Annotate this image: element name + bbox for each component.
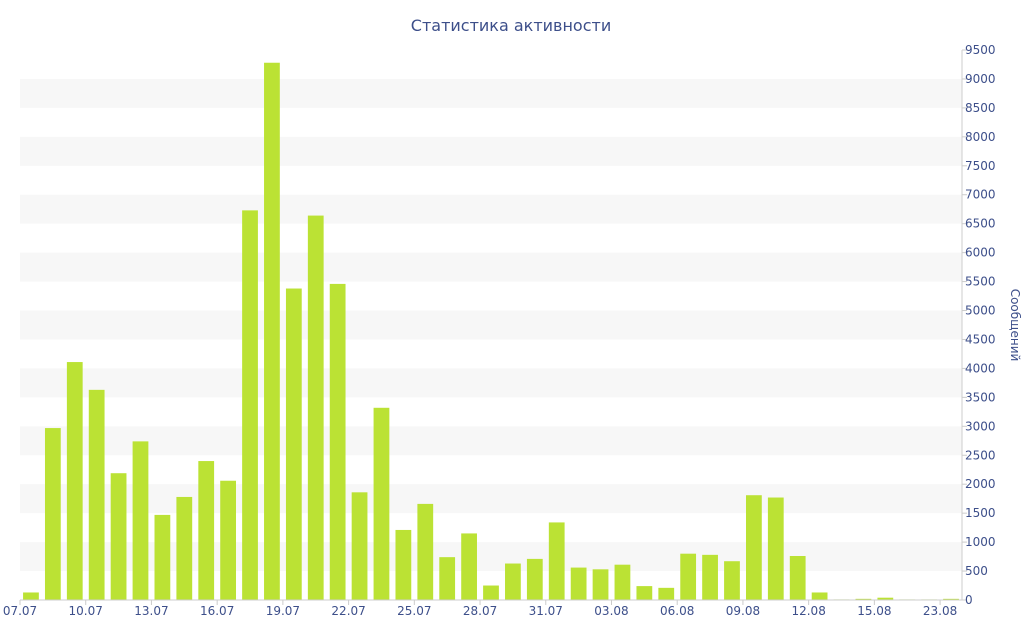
grid-band — [20, 136, 962, 166]
bar[interactable] — [439, 557, 456, 600]
bar[interactable] — [680, 553, 697, 600]
bar[interactable] — [724, 561, 740, 600]
grid-band — [20, 252, 962, 282]
y-tick-label: 5000 — [965, 304, 996, 318]
bar[interactable] — [242, 210, 258, 601]
y-tick-label: 7500 — [965, 159, 996, 173]
y-tick-label: 3500 — [965, 390, 996, 404]
bar[interactable] — [943, 598, 959, 600]
grid-band — [20, 484, 962, 514]
y-tick-label: 1500 — [965, 506, 996, 520]
axes — [20, 50, 963, 601]
bar[interactable] — [23, 592, 39, 600]
y-tick-label: 4500 — [965, 332, 996, 346]
bar[interactable] — [329, 283, 346, 600]
bar[interactable] — [285, 288, 302, 600]
grid-band — [20, 310, 962, 340]
y-tick-label: 6000 — [965, 246, 996, 260]
bar[interactable] — [220, 480, 237, 600]
bar[interactable] — [66, 362, 83, 600]
y-tick-label: 6500 — [965, 217, 996, 231]
bar[interactable] — [307, 215, 324, 600]
bar[interactable] — [417, 503, 434, 600]
bar[interactable] — [767, 497, 784, 600]
bar[interactable] — [811, 592, 828, 600]
bar[interactable] — [483, 585, 499, 600]
bar[interactable] — [198, 461, 215, 600]
grid-bands — [20, 78, 962, 572]
bar[interactable] — [44, 428, 61, 600]
y-tick-label: 9500 — [965, 43, 996, 57]
x-tick-label: 13.07 — [134, 604, 168, 618]
bar[interactable] — [395, 529, 412, 600]
x-tick-label: 06.08 — [660, 604, 694, 618]
x-tick-label: 25.07 — [397, 604, 431, 618]
bar[interactable] — [132, 441, 149, 600]
chart-title: Статистика активности — [411, 16, 611, 35]
grid-band — [20, 426, 962, 456]
bar[interactable] — [461, 533, 477, 600]
y-tick-label: 0 — [965, 593, 973, 607]
bar[interactable] — [570, 567, 587, 600]
bar[interactable] — [526, 558, 543, 600]
x-tick-label: 09.08 — [726, 604, 760, 618]
y-tick-label: 3000 — [965, 419, 996, 433]
grid-band — [20, 78, 962, 108]
bar[interactable] — [351, 492, 368, 600]
bar[interactable] — [636, 586, 653, 600]
x-ticks: 07.07 10.07 13.07 16.07 19.07 22.07 25.07 28.07… — [3, 600, 957, 618]
bar[interactable] — [505, 563, 521, 600]
x-tick-label: 16.07 — [200, 604, 234, 618]
bar[interactable] — [745, 495, 762, 600]
bar[interactable] — [88, 389, 105, 600]
bar[interactable] — [702, 554, 718, 600]
y-tick-label: 8000 — [965, 130, 996, 144]
y-tick-label: 9000 — [965, 72, 996, 86]
bar[interactable] — [264, 62, 280, 601]
bar[interactable] — [592, 569, 609, 600]
bar[interactable] — [855, 598, 872, 600]
x-tick-label: 22.07 — [331, 604, 365, 618]
bar[interactable] — [877, 597, 894, 600]
y-tick-label: 7000 — [965, 188, 996, 202]
y-ticks: 0 500 1000 1500 2000 2500 3000 3500 4000 4500 5000… — [962, 43, 996, 607]
x-tick-label: 23.08 — [923, 604, 957, 618]
x-tick-label: 07.07 — [3, 604, 37, 618]
bar[interactable] — [789, 556, 806, 600]
bars — [23, 62, 959, 601]
bar[interactable] — [548, 522, 565, 600]
y-tick-label: 2500 — [965, 448, 996, 462]
x-tick-label: 19.07 — [266, 604, 300, 618]
y-tick-label: 4000 — [965, 361, 996, 375]
x-tick-label: 10.07 — [69, 604, 103, 618]
grid-band — [20, 368, 962, 398]
bar[interactable] — [614, 564, 631, 600]
x-tick-label: 31.07 — [529, 604, 563, 618]
grid-band — [20, 194, 962, 224]
y-axis-title: Сообщений — [1008, 289, 1022, 362]
y-tick-label: 500 — [965, 564, 988, 578]
y-tick-label: 2000 — [965, 477, 996, 491]
x-tick-label: 12.08 — [791, 604, 825, 618]
y-tick-label: 8500 — [965, 101, 996, 115]
bar[interactable] — [658, 587, 675, 600]
x-tick-label: 28.07 — [463, 604, 497, 618]
bar[interactable] — [110, 473, 127, 600]
bar[interactable] — [154, 514, 171, 600]
x-tick-label: 03.08 — [594, 604, 628, 618]
y-tick-label: 5500 — [965, 275, 996, 289]
y-tick-label: 1000 — [965, 535, 996, 549]
bar[interactable] — [373, 407, 390, 600]
x-tick-label: 15.08 — [857, 604, 891, 618]
bar[interactable] — [176, 496, 193, 600]
